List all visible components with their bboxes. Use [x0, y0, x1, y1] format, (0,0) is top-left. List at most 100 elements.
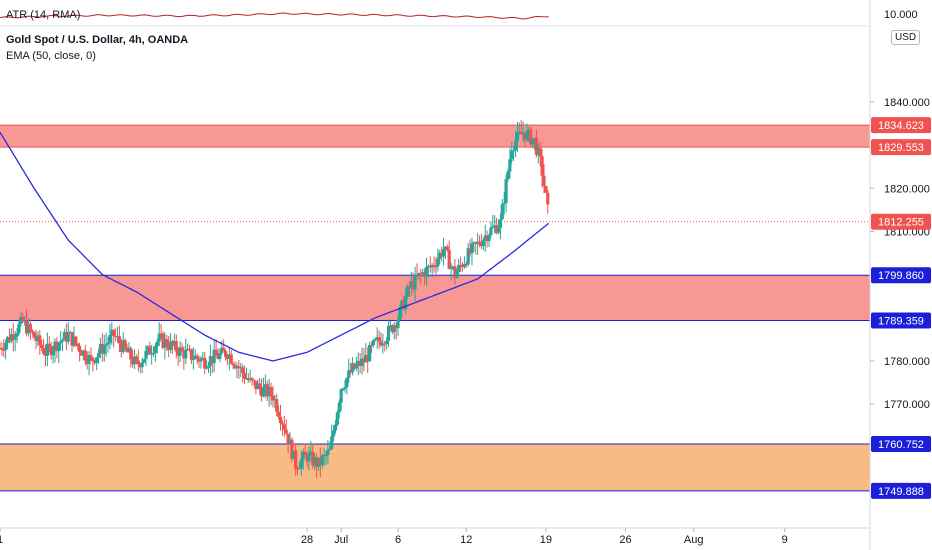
candle-body [277, 411, 281, 417]
candle-body [244, 378, 249, 380]
candle-body [248, 378, 252, 381]
time-tick-label: 26 [619, 534, 631, 546]
candle-body [400, 300, 404, 308]
candle-body [161, 333, 165, 348]
candle-body [151, 352, 156, 354]
candle-body [474, 242, 478, 244]
candle-body [53, 341, 57, 351]
candle-body [195, 355, 199, 359]
candle-body [208, 356, 212, 366]
time-tick-label: 28 [301, 534, 313, 546]
currency-button[interactable]: USD [891, 30, 921, 45]
candle-body [394, 325, 398, 329]
candle-body [24, 320, 29, 334]
candle-body [131, 359, 135, 365]
candle-body [26, 323, 31, 334]
candle-body [256, 383, 260, 390]
candle-body [45, 343, 49, 356]
resistance-zone [0, 125, 870, 148]
candle-body [438, 252, 442, 259]
time-tick-label: 12 [460, 534, 472, 546]
candle-body [222, 347, 226, 352]
candle-body [352, 363, 357, 369]
support-zone [0, 275, 870, 321]
candle-body [32, 332, 36, 338]
candle-body [40, 344, 44, 349]
candle-body [210, 356, 214, 364]
candle-body [295, 468, 300, 470]
candle-body [5, 336, 10, 343]
candle-body [517, 131, 521, 133]
candle-body [532, 137, 537, 140]
candle-body [506, 171, 510, 180]
candle-body [379, 341, 383, 346]
candle-body [377, 337, 381, 342]
atr-pane [0, 12, 870, 27]
candle-body [129, 348, 133, 360]
atr-axis-tick: 10.000 [884, 9, 918, 21]
candle-body [468, 248, 472, 254]
candle-body [201, 357, 205, 359]
candle-body [269, 387, 273, 396]
candle-body [366, 354, 370, 362]
candle-body [311, 451, 315, 466]
candle-body [318, 457, 322, 466]
candle-body [422, 272, 427, 278]
candle-body [373, 339, 377, 341]
candle-body [206, 365, 211, 368]
candle-body [163, 339, 167, 348]
candle-body [150, 353, 154, 355]
candle-body [0, 348, 4, 350]
price-tick-label: 1820.000 [884, 183, 930, 195]
candle-body [246, 378, 250, 381]
candle-body [114, 335, 118, 337]
candle-body [227, 354, 231, 360]
candle-body [386, 326, 391, 341]
ema-legend[interactable]: EMA (50, close, 0) [6, 50, 96, 62]
candle-body [261, 387, 266, 397]
candle-body [411, 281, 415, 290]
candle-body [292, 450, 296, 459]
candle-body [531, 139, 535, 145]
candle-body [95, 357, 99, 363]
candle-body [360, 358, 364, 367]
candle-body [87, 355, 91, 365]
candle-body [441, 249, 446, 257]
candle-body [498, 219, 502, 228]
candle-body [504, 179, 508, 203]
candle-body [381, 343, 385, 346]
candle-body [180, 347, 184, 351]
candle-body [19, 316, 23, 324]
candle-body [127, 348, 131, 353]
candle-body [23, 320, 27, 322]
candle-body [513, 141, 518, 151]
candle-body [205, 367, 209, 369]
candle-body [491, 226, 495, 228]
candle-body [155, 341, 159, 347]
candle-body [199, 358, 203, 362]
candle-body [326, 449, 330, 455]
candle-body [307, 453, 311, 462]
candle-body [2, 349, 6, 351]
candle-body [375, 337, 379, 340]
candle-body [362, 358, 366, 363]
candle-body [288, 439, 292, 445]
candle-body [239, 367, 243, 369]
candle-body [203, 357, 207, 369]
candle-body [157, 333, 161, 342]
candle-body [305, 454, 309, 462]
atr-line [0, 12, 549, 20]
candle-body [415, 274, 419, 277]
candle-body [112, 329, 116, 336]
symbol-legend[interactable]: Gold Spot / U.S. Dollar, 4h, OANDA [6, 34, 189, 46]
candle-body [371, 340, 375, 346]
candle-body [170, 341, 175, 346]
candle-body [510, 150, 514, 160]
ema-layer [0, 131, 550, 362]
candle-body [432, 264, 436, 267]
atr-legend[interactable]: ATR (14, RMA) [6, 9, 81, 21]
candle-body [273, 399, 277, 401]
candle-body [443, 246, 448, 250]
candle-body [47, 343, 51, 346]
